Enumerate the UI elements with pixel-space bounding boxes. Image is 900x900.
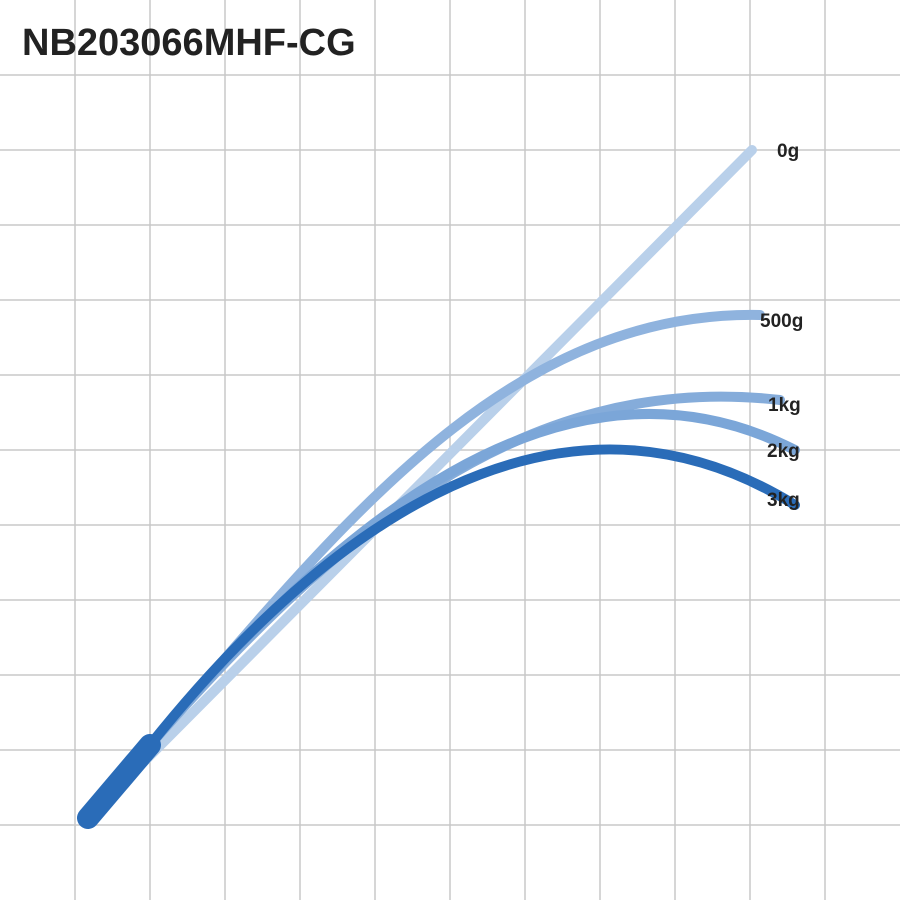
title: NB203066MHF-CG <box>22 22 356 64</box>
curve-0g <box>83 145 757 823</box>
curve-label: 3kg <box>767 490 800 511</box>
curve-3kg <box>145 444 800 750</box>
curve-label: 0g <box>777 141 799 162</box>
curve-label: 1kg <box>768 395 801 416</box>
curve-1kg <box>145 391 785 750</box>
curve-label: 2kg <box>767 441 800 462</box>
curve-label: 500g <box>760 311 803 332</box>
curve-500g <box>145 309 765 750</box>
rod-butt <box>77 734 161 829</box>
